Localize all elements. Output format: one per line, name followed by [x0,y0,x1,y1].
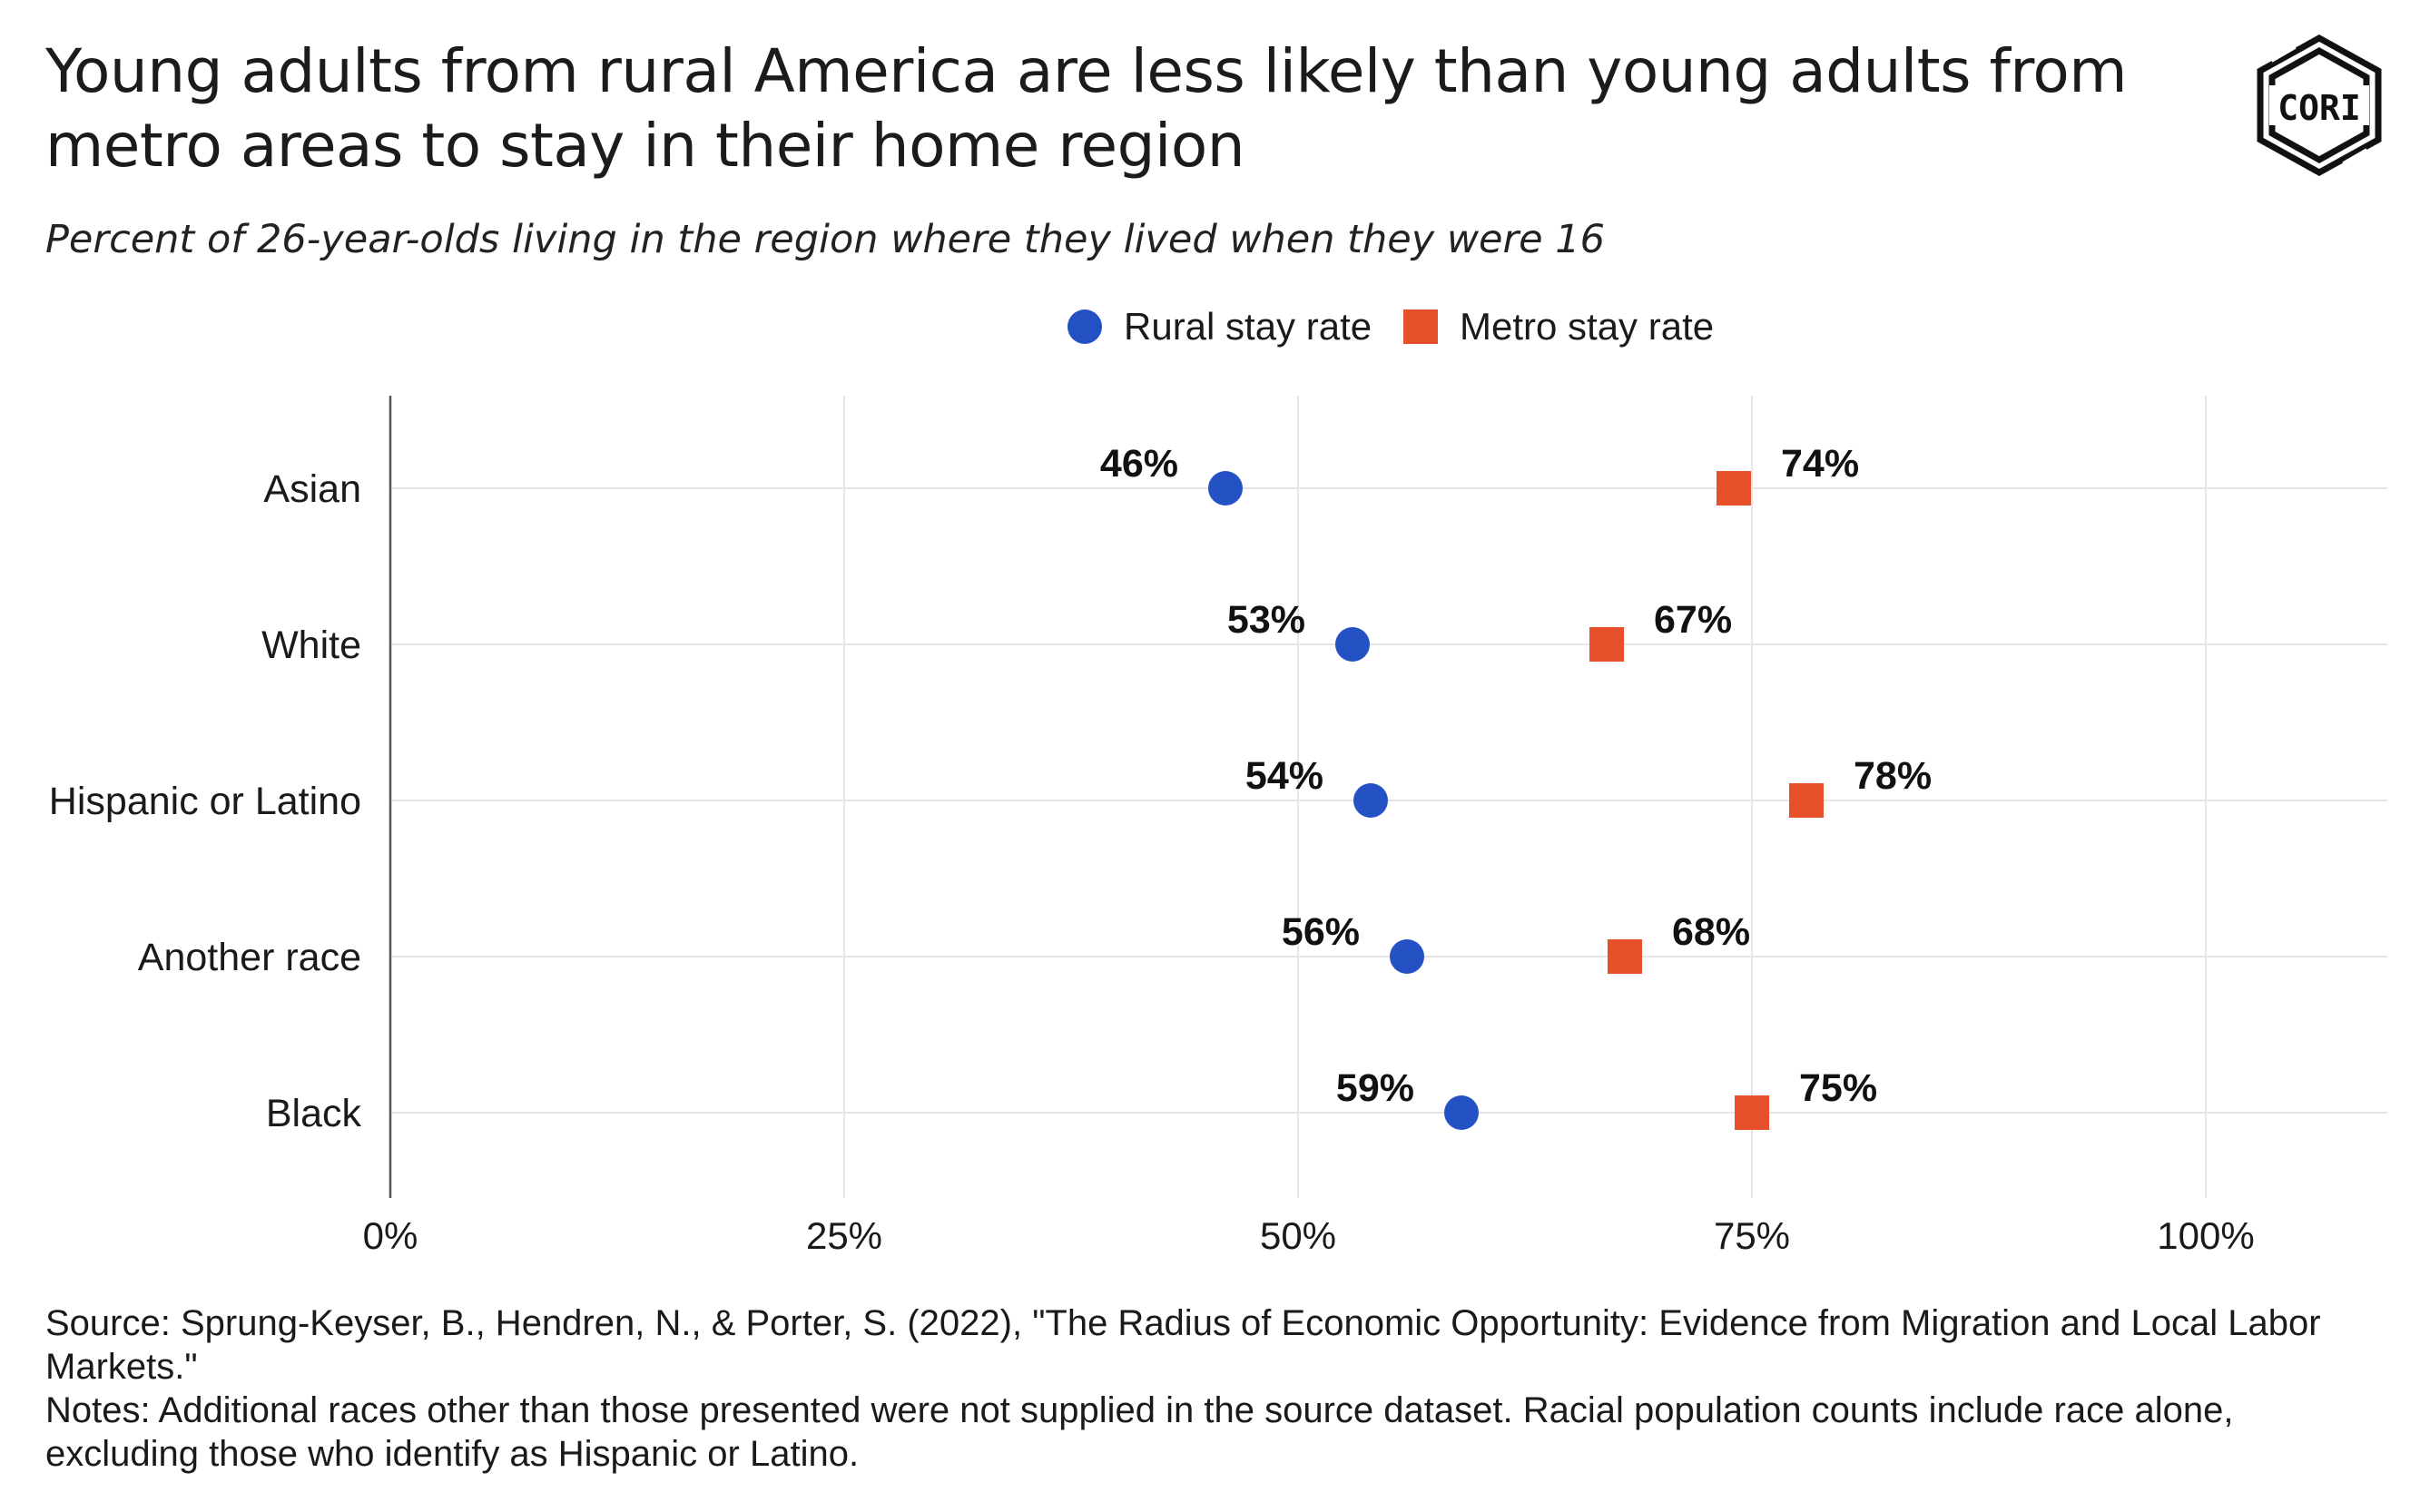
category-label: Black [266,1092,362,1135]
rural-point [1390,939,1424,974]
logo-text: CORI [2277,88,2361,128]
legend-rural-label: Rural stay rate [1124,305,1372,348]
category-label: Asian [263,467,361,511]
metro-data-label: 68% [1672,910,1750,954]
x-tick-label: 75% [1714,1214,1790,1257]
metro-point [1735,1095,1769,1130]
metro-data-label: 74% [1781,442,1859,486]
legend-rural-marker [1067,309,1102,344]
rural-data-label: 59% [1336,1066,1414,1110]
metro-data-label: 78% [1854,754,1932,798]
metro-point [1589,627,1624,662]
x-tick-label: 50% [1260,1214,1336,1257]
rural-data-label: 56% [1282,910,1360,954]
legend-metro-marker [1403,309,1438,344]
cori-logo: CORI [2257,34,2382,177]
x-tick-label: 25% [806,1214,882,1257]
category-label: White [261,623,361,667]
metro-point [1789,783,1824,818]
metro-data-label: 75% [1799,1066,1877,1110]
rural-point [1335,627,1370,662]
legend: Rural stay rate Metro stay rate [0,299,2420,354]
rural-data-label: 54% [1245,754,1323,798]
chart-subtitle: Percent of 26-year-olds living in the re… [45,217,1605,262]
notes: Notes: Additional races other than those… [45,1390,2234,1474]
x-tick-label: 100% [2157,1214,2254,1257]
chart-title: Young adults from rural America are less… [45,36,2128,181]
x-tick-label: 0% [363,1214,418,1257]
source-note: Source: Sprung-Keyser, B., Hendren, N., … [45,1303,2321,1387]
rural-data-label: 53% [1227,598,1305,642]
metro-data-label: 67% [1654,598,1732,642]
rural-point [1444,1095,1479,1130]
legend-item-rural: Rural stay rate [1067,299,1372,354]
category-label: Another race [138,936,361,979]
rural-point [1353,783,1388,818]
rural-point [1208,471,1243,506]
rural-data-label: 46% [1100,442,1178,486]
legend-item-metro: Metro stay rate [1403,299,1714,354]
category-label: Hispanic or Latino [49,780,361,823]
footer: Source: Sprung-Keyser, B., Hendren, N., … [45,1301,2387,1476]
metro-point [1717,471,1751,506]
dot-plot: 0% 25% 50% 75% 100% Asian White Hispanic or Lat… [49,396,2387,1257]
metro-point [1608,939,1642,974]
legend-metro-label: Metro stay rate [1460,305,1715,348]
